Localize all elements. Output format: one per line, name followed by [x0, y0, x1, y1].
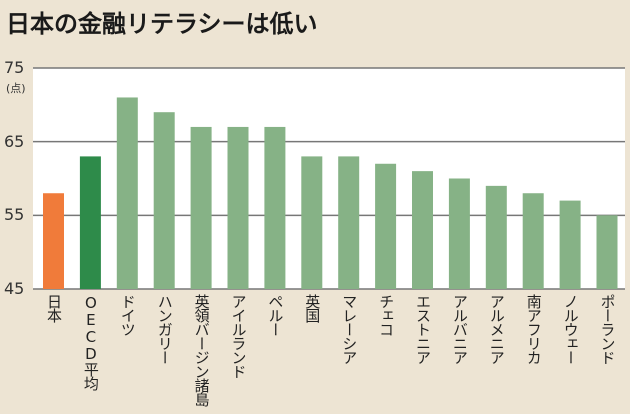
bar [43, 193, 64, 289]
y-tick-label: 65 [4, 131, 25, 151]
chart-title: 日本の金融リテラシーは低い [6, 10, 318, 38]
x-tick-label: ドイツ [118, 294, 137, 336]
x-tick-label: 南アフリカ [524, 294, 543, 364]
x-tick-label: チェコ [377, 294, 396, 336]
bar [153, 112, 175, 289]
bar [338, 156, 360, 289]
x-tick-label: 日本 [45, 294, 63, 322]
x-tick-label: アルバニア [450, 294, 469, 364]
bar [301, 156, 323, 289]
bar [190, 126, 212, 289]
bar [79, 156, 101, 289]
bar [264, 126, 286, 289]
bar [375, 163, 397, 289]
bar [227, 126, 249, 289]
x-tick-label: ペルー [266, 294, 285, 336]
x-tick-label: ポーランド [598, 294, 617, 364]
x-tick-label: アイルランド [229, 294, 248, 378]
bar [448, 178, 470, 289]
bar [485, 185, 507, 289]
x-tick-label: 英領バージン諸島 [192, 294, 211, 406]
bar [596, 215, 618, 289]
bar [559, 200, 581, 289]
bar [116, 97, 138, 289]
x-tick-label: エストニア [414, 294, 432, 364]
x-tick-label: マレーシア [340, 294, 359, 364]
x-tick-label: 英国 [303, 294, 322, 322]
x-tick-label: ノルウェー [561, 294, 580, 364]
bar [412, 171, 433, 289]
x-tick-label: アルメニア [487, 294, 506, 364]
bar [522, 193, 544, 289]
y-axis-unit: (点) [6, 82, 26, 95]
y-tick-label: 75 [4, 58, 25, 77]
x-tick-label: OECD平均 [81, 294, 100, 390]
y-tick-label: 55 [4, 205, 25, 225]
y-tick-label: 45 [4, 279, 25, 298]
x-tick-label: ハンガリー [155, 294, 174, 364]
